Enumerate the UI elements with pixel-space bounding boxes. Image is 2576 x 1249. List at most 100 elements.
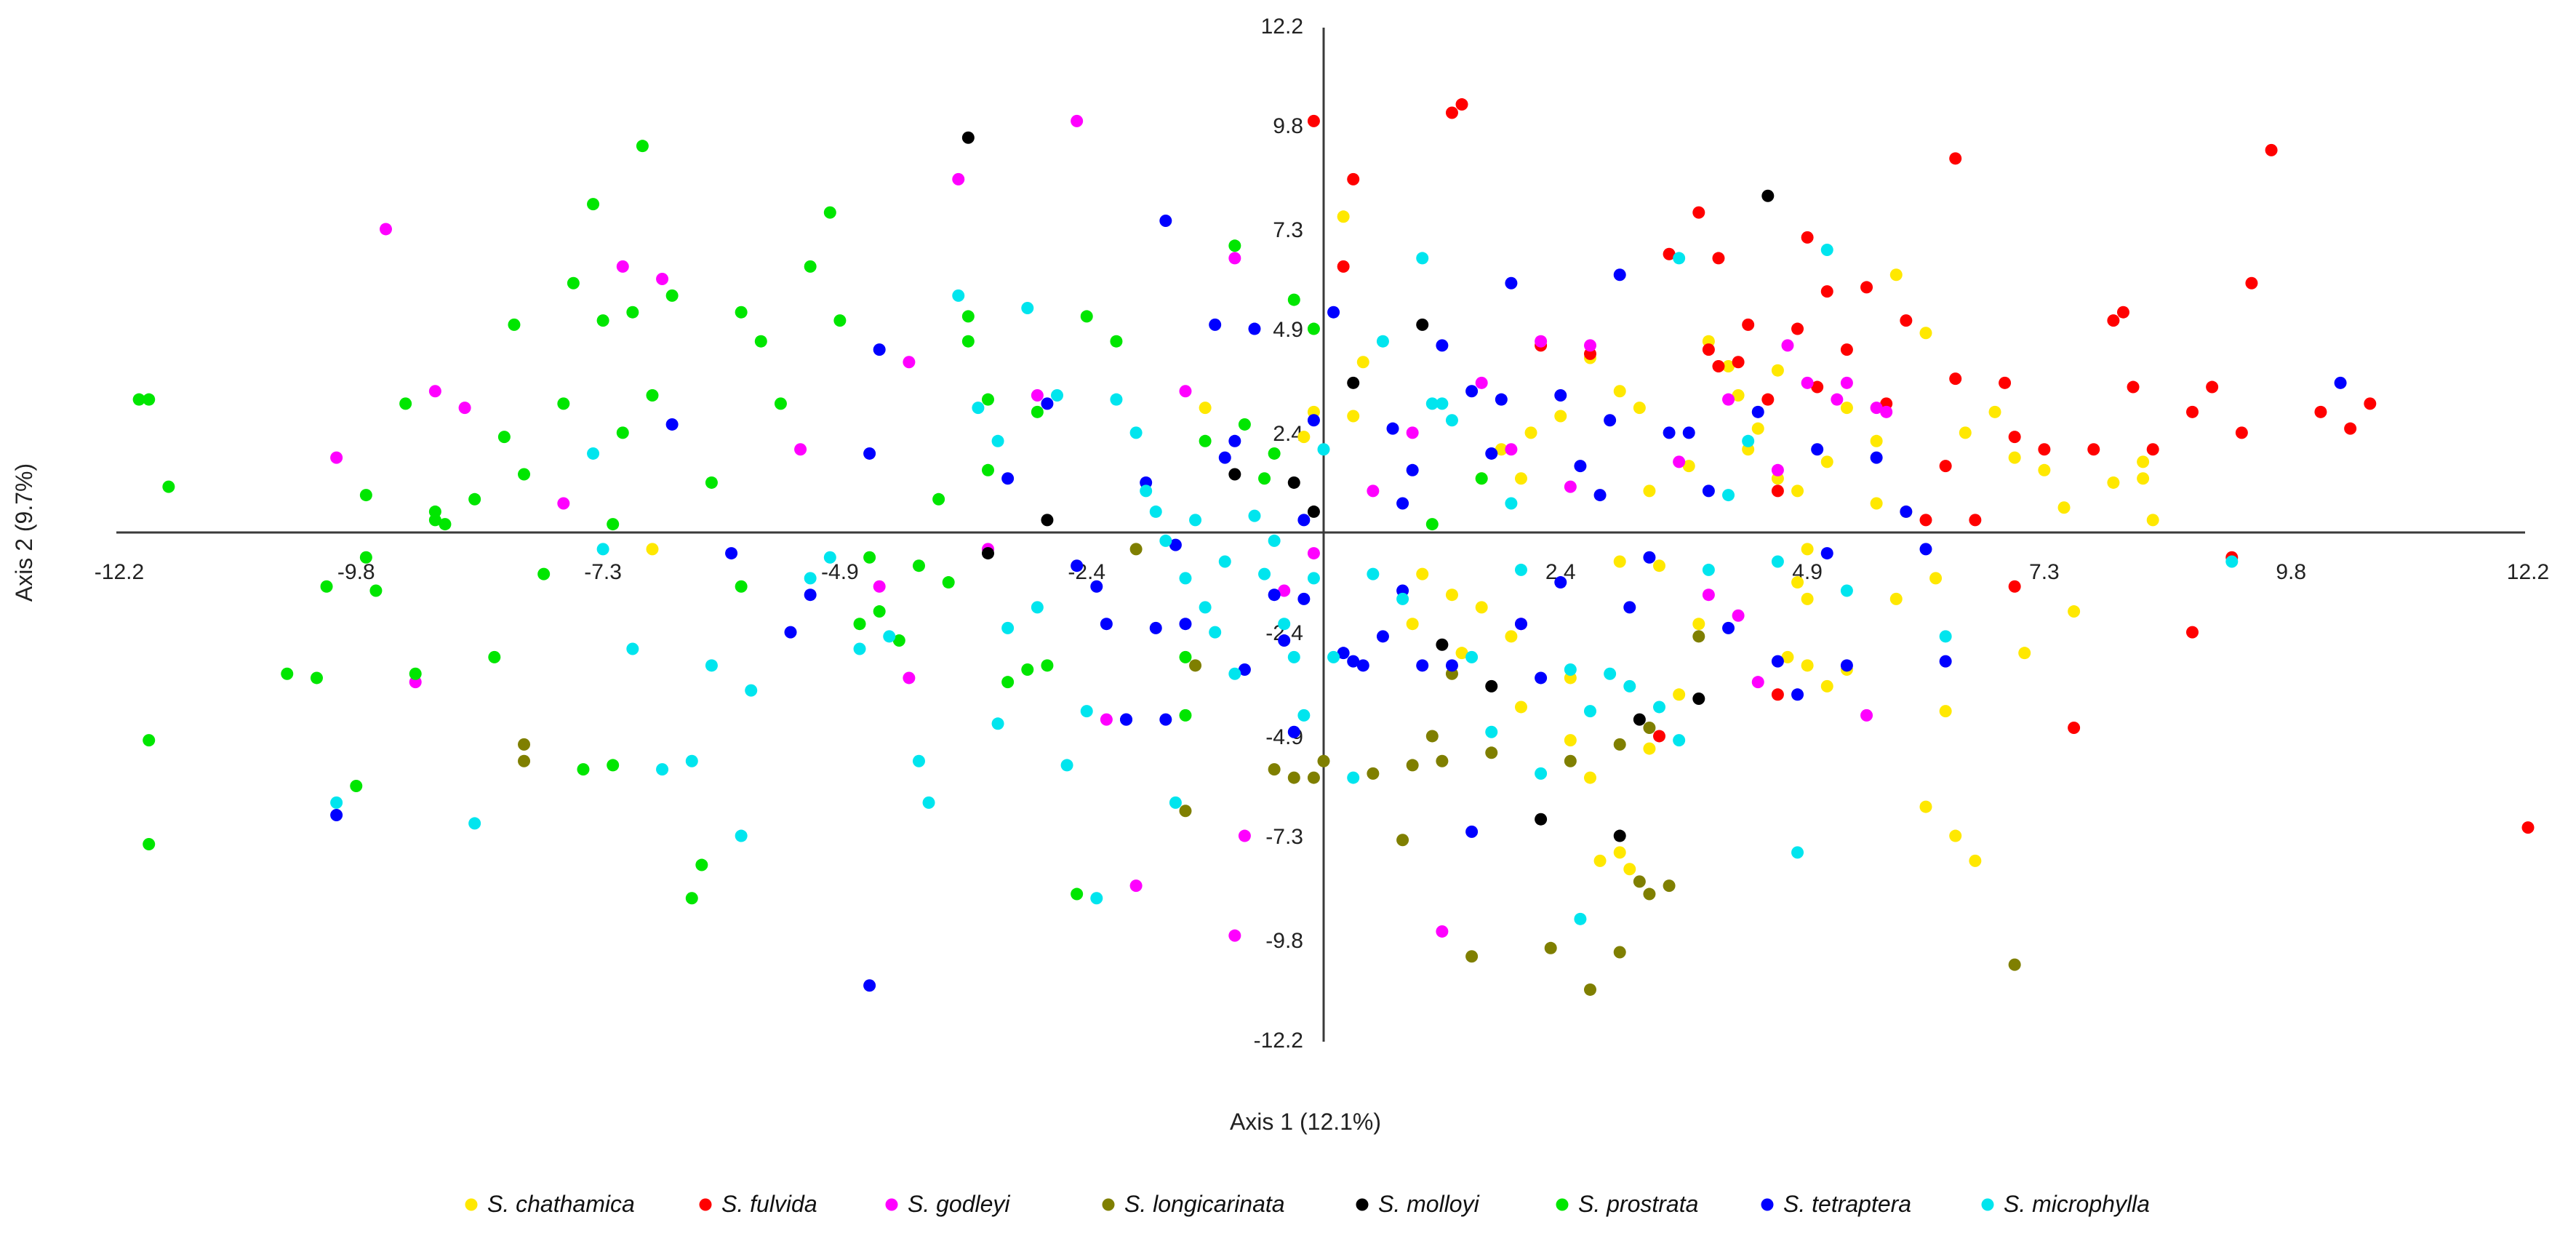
data-point: [508, 318, 521, 331]
data-point: [2038, 443, 2051, 456]
data-point: [1613, 738, 1626, 751]
data-point: [1455, 647, 1468, 660]
data-point: [2225, 555, 2239, 568]
data-point: [1179, 618, 1192, 631]
data-point: [2364, 397, 2377, 410]
series-group: [518, 543, 2021, 996]
data-point: [1663, 879, 1676, 893]
data-point: [1416, 659, 1429, 672]
y-tick-labels: 12.29.87.34.92.4-2.4-4.9-7.3-9.8-12.2: [1254, 15, 1303, 1053]
data-point: [1593, 489, 1607, 502]
data-point: [518, 738, 531, 751]
data-point: [646, 388, 659, 402]
data-point: [1771, 655, 1784, 668]
data-point: [1554, 388, 1567, 402]
data-point: [379, 223, 392, 236]
data-point: [1771, 484, 1784, 498]
data-point: [1949, 372, 1962, 386]
data-point: [942, 576, 955, 589]
data-point: [646, 543, 659, 556]
data-point: [981, 547, 994, 560]
data-point: [1722, 359, 1735, 372]
data-point: [587, 447, 600, 460]
data-point: [1732, 356, 1745, 369]
data-point: [1692, 618, 1705, 631]
data-point: [1485, 725, 1498, 738]
data-point: [932, 492, 945, 506]
data-point: [1367, 567, 1380, 580]
data-point: [1840, 343, 1853, 356]
legend-label: S. fulvida: [721, 1191, 817, 1217]
data-point: [1673, 455, 1686, 468]
data-point: [1337, 647, 1350, 660]
data-point: [497, 431, 511, 444]
data-point: [1169, 796, 1182, 809]
data-point: [1268, 534, 1281, 547]
data-point: [350, 780, 363, 792]
data-point: [1031, 405, 1044, 418]
data-point: [1297, 709, 1311, 722]
data-point: [2146, 514, 2159, 527]
data-point: [607, 518, 620, 531]
data-point: [1297, 431, 1311, 444]
data-point: [725, 547, 738, 560]
data-point: [1258, 472, 1271, 485]
data-point: [1514, 563, 1527, 576]
data-point: [1604, 667, 1617, 680]
data-point: [1337, 260, 1350, 273]
data-point: [607, 759, 620, 772]
data-point: [1021, 663, 1034, 677]
data-point: [1041, 397, 1054, 410]
data-point: [892, 634, 905, 647]
data-point: [1209, 318, 1222, 331]
data-point: [1535, 335, 1548, 348]
data-point: [1564, 754, 1577, 767]
x-tick-label: -4.9: [821, 560, 859, 584]
data-point: [1129, 879, 1143, 893]
data-point: [863, 979, 876, 992]
data-point: [1347, 655, 1360, 668]
data-point: [587, 198, 600, 211]
data-point: [873, 580, 886, 593]
data-point: [1179, 572, 1192, 585]
series-group: [330, 244, 2239, 925]
data-point: [735, 829, 748, 842]
data-point: [1870, 434, 1883, 447]
data-point: [1278, 618, 1291, 631]
data-point: [1870, 451, 1883, 464]
data-point: [1159, 713, 1172, 726]
data-point: [1574, 460, 1587, 473]
legend-marker: [465, 1198, 478, 1211]
data-point: [1673, 734, 1686, 747]
data-point: [2116, 306, 2129, 319]
data-point: [912, 754, 925, 767]
data-point: [774, 397, 787, 410]
data-point: [2107, 314, 2120, 327]
data-point: [2185, 405, 2199, 418]
data-point: [1376, 630, 1389, 643]
data-point: [1949, 829, 1962, 842]
data-point: [1129, 426, 1143, 439]
data-point: [735, 306, 748, 319]
data-point: [883, 630, 896, 643]
data-point: [1317, 754, 1330, 767]
data-point: [1583, 705, 1596, 718]
data-point: [1228, 468, 1241, 481]
data-point: [912, 559, 925, 572]
data-point: [1801, 231, 1814, 244]
data-point: [1268, 588, 1281, 602]
data-point: [1939, 655, 1952, 668]
data-point: [1524, 426, 1537, 439]
data-point: [1831, 393, 1844, 406]
series-group: [1307, 98, 2535, 834]
data-point: [1179, 385, 1192, 398]
data-point: [132, 393, 145, 406]
data-point: [1811, 380, 1824, 394]
data-point: [1593, 854, 1607, 867]
data-point: [1840, 376, 1853, 389]
data-point: [518, 754, 531, 767]
data-point: [2235, 426, 2248, 439]
data-point: [794, 443, 807, 456]
data-point: [1406, 426, 1419, 439]
